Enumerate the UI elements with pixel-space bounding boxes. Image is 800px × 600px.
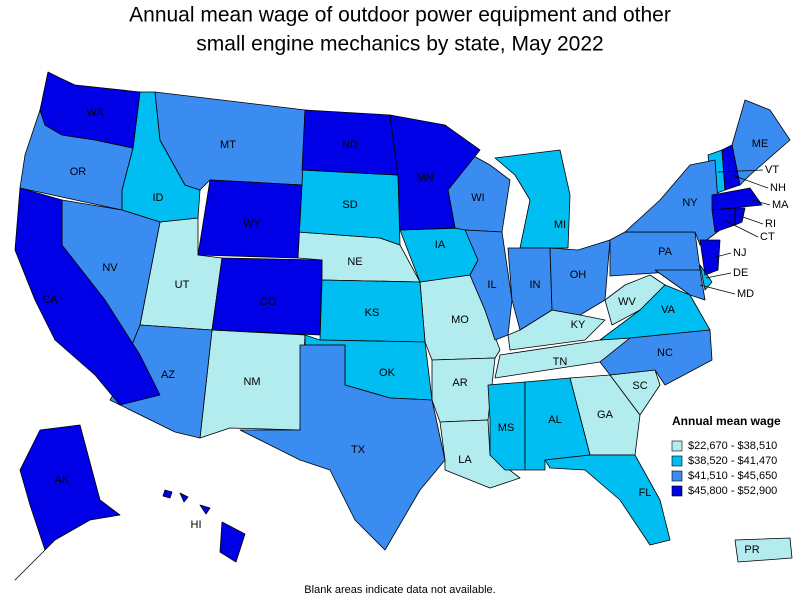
state-label: IA — [435, 239, 446, 251]
state-label: NY — [682, 197, 698, 209]
state-label: IN — [530, 279, 541, 291]
state-label: MO — [451, 314, 469, 326]
state — [599, 329, 713, 386]
state-label: TX — [351, 444, 366, 456]
state-label: OH — [570, 269, 587, 281]
title-line: Annual mean wage of outdoor power equipm… — [129, 4, 671, 27]
state — [699, 239, 721, 276]
state-label: WA — [86, 107, 104, 119]
leader-line — [731, 174, 769, 189]
legend-label: $41,510 - $45,650 — [688, 470, 777, 482]
state-label: ID — [153, 192, 164, 204]
state-label: RI — [765, 218, 776, 230]
leader-line — [717, 169, 764, 173]
state-label: VA — [661, 304, 676, 316]
state-label: CA — [42, 294, 58, 306]
state-label: VT — [765, 164, 779, 176]
state-label: OR — [70, 166, 87, 178]
state — [544, 454, 671, 546]
leader-line — [723, 219, 759, 238]
state-label: CT — [760, 231, 775, 243]
state-label: MD — [737, 288, 754, 300]
state — [39, 71, 141, 149]
state-label: MS — [498, 422, 515, 434]
state-label: UT — [175, 279, 190, 291]
state — [734, 537, 793, 563]
state-label: NJ — [733, 247, 746, 259]
state — [721, 144, 741, 191]
legend-swatch — [671, 470, 683, 482]
state — [14, 187, 161, 406]
state — [199, 504, 211, 515]
state — [14, 424, 121, 581]
state-label: PR — [744, 544, 759, 556]
legend-label: $45,800 - $52,900 — [688, 485, 777, 497]
legend-label: $22,670 - $38,510 — [688, 440, 777, 452]
leader-line — [699, 284, 736, 295]
state-label: SC — [632, 380, 647, 392]
state-label: NC — [657, 347, 673, 359]
state-label: AZ — [161, 369, 175, 381]
legend-label: $38,520 - $41,470 — [688, 455, 777, 467]
state-label: DE — [733, 267, 748, 279]
state — [624, 159, 721, 246]
state — [549, 239, 611, 316]
title-line: small engine mechanics by state, May 202… — [196, 33, 603, 56]
leader-line — [705, 272, 732, 279]
state-label: NM — [243, 376, 260, 388]
state-label: PA — [658, 246, 673, 258]
state-label: ME — [752, 138, 769, 150]
state-label: KS — [365, 307, 380, 319]
state-label: GA — [597, 409, 614, 421]
leader-line — [739, 215, 764, 225]
state — [179, 492, 189, 503]
state-label: TN — [553, 356, 568, 368]
legend-swatch — [671, 455, 683, 467]
state-label: AL — [548, 414, 561, 426]
legend-swatch — [671, 440, 683, 452]
state-label: NV — [102, 262, 118, 274]
state-label: ND — [342, 139, 358, 151]
state — [197, 179, 303, 259]
state — [734, 207, 746, 226]
state-label: WY — [243, 218, 261, 230]
state-label: LA — [458, 454, 472, 466]
state-label: HI — [191, 519, 202, 531]
state — [654, 269, 706, 301]
state-label: SD — [342, 199, 357, 211]
state-label: WV — [618, 296, 636, 308]
state — [711, 187, 763, 211]
state-label: IL — [487, 279, 496, 291]
state-label: NH — [770, 182, 786, 194]
state-label: AR — [452, 377, 467, 389]
state — [431, 357, 496, 423]
state-label: MT — [220, 139, 236, 151]
footnote: Blank areas indicate data not available. — [304, 584, 495, 596]
state-label: CO — [260, 296, 277, 308]
state-label: MN — [416, 172, 433, 184]
state — [439, 419, 521, 489]
state-label: AK — [55, 474, 70, 486]
leader-line — [711, 252, 732, 259]
state — [389, 114, 481, 231]
legend-title: Annual mean wage — [672, 414, 781, 428]
state — [219, 521, 246, 563]
state — [162, 489, 173, 499]
legend-swatch — [671, 485, 683, 497]
state-label: MI — [554, 219, 566, 231]
state — [211, 257, 323, 336]
leader-line — [751, 199, 771, 206]
state — [609, 231, 701, 277]
state — [464, 229, 513, 341]
state-label: WI — [471, 192, 484, 204]
state — [711, 207, 736, 233]
state-label: FL — [639, 487, 652, 499]
state — [239, 344, 446, 551]
state-label: NE — [347, 256, 362, 268]
state-label: MA — [772, 199, 789, 211]
state-label: KY — [571, 319, 586, 331]
state-label: OK — [379, 367, 396, 379]
